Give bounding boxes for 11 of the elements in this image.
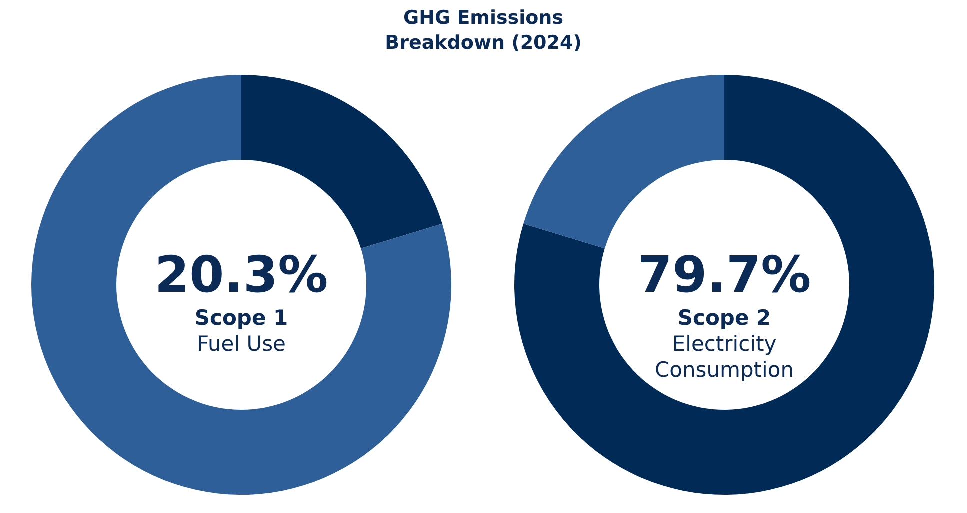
slice-label: Scope 2 [678,306,772,330]
text: Fuel Use [197,332,286,356]
chart-title: GHG Emissions Breakdown (2024) [384,6,583,56]
donut-slice [242,75,442,249]
slice-label: Scope 1 [194,306,288,330]
text: Electricity Consumption [654,332,794,382]
data-label: 20.3% [154,246,328,304]
donut-slice [514,75,934,495]
donut-slice [32,75,452,495]
donut-slice [524,75,724,249]
data-label: 79.7% [638,246,812,304]
